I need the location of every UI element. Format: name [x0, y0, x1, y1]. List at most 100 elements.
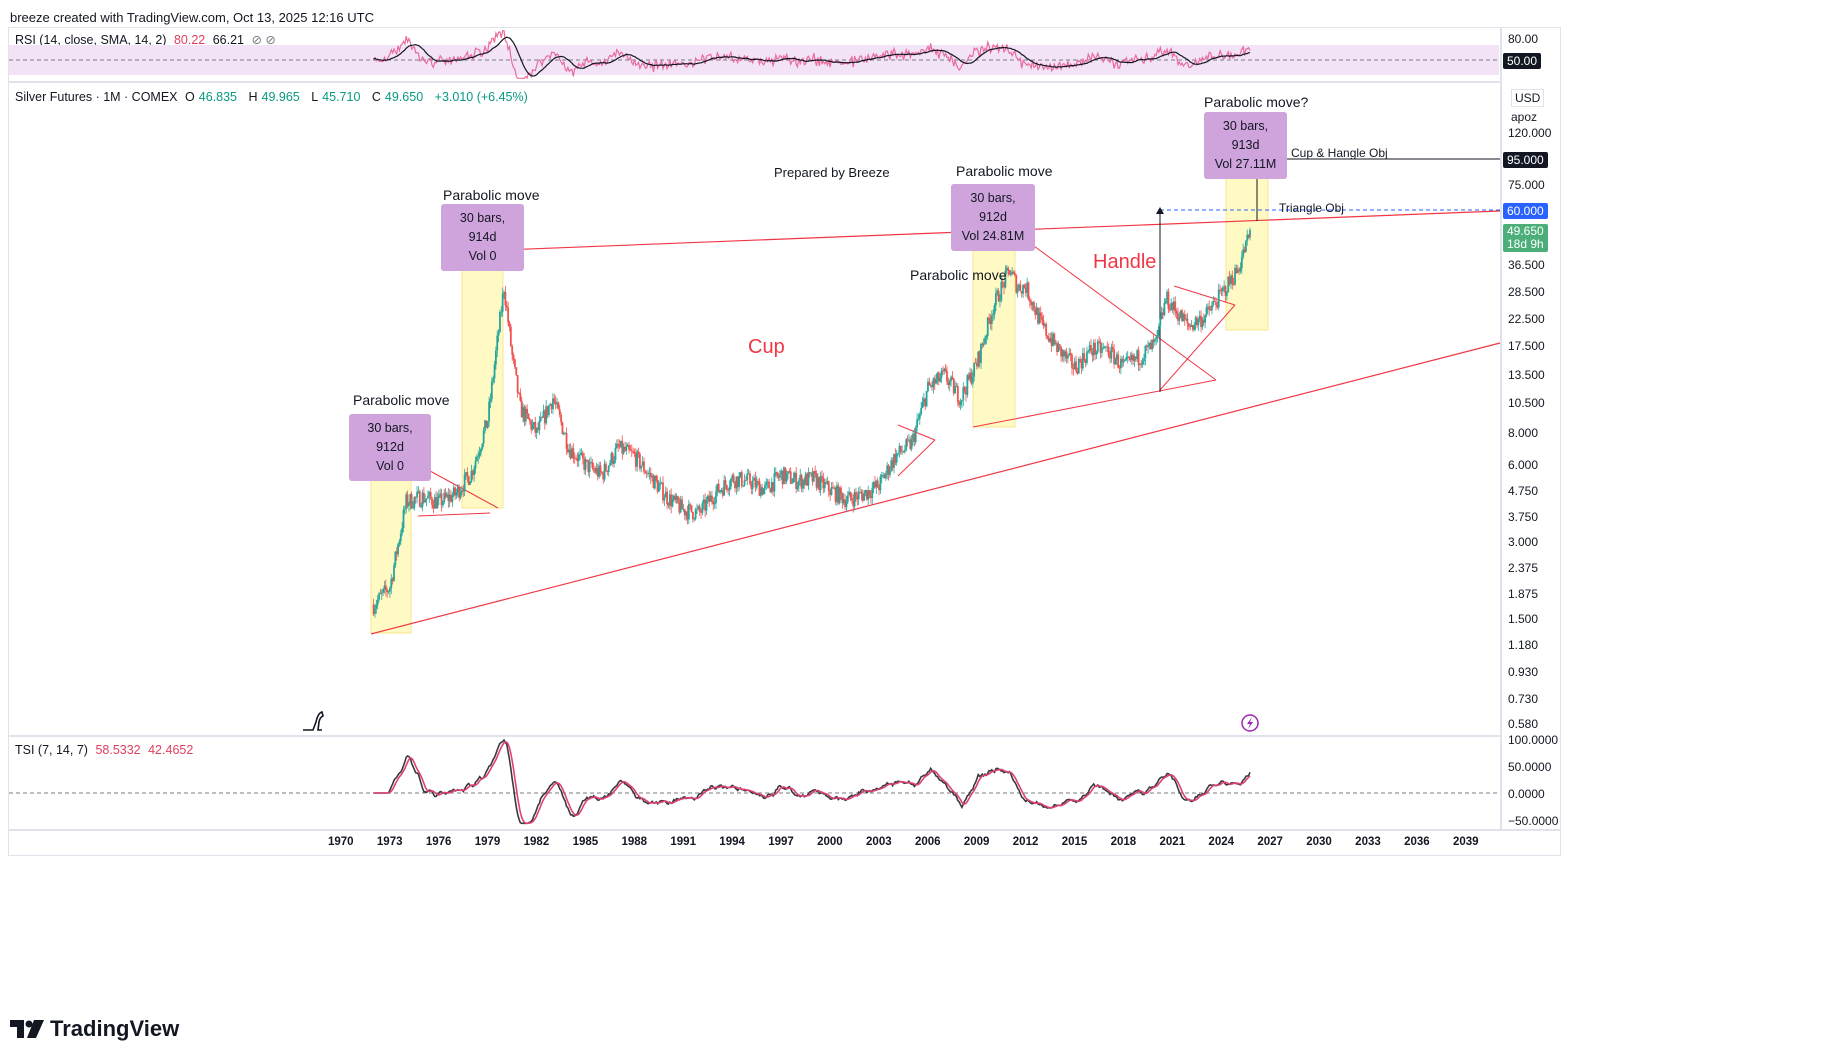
candle-body: [936, 372, 939, 380]
candle-body: [742, 485, 745, 487]
candle-body: [573, 458, 576, 459]
candle-body: [538, 420, 541, 431]
candle-body: [442, 501, 444, 506]
candle-body: [427, 496, 429, 499]
candle-body: [1031, 302, 1034, 306]
candle-body: [678, 502, 681, 513]
candle-body: [1193, 325, 1196, 330]
candle-body: [806, 473, 808, 486]
candle-body: [848, 491, 851, 496]
candle-body: [378, 593, 380, 600]
candle-body: [1109, 356, 1111, 359]
candle-body: [1225, 292, 1228, 296]
rsi-legend[interactable]: RSI (14, close, SMA, 14, 2) 80.22 66.21 …: [15, 32, 280, 47]
candle-body: [950, 376, 952, 382]
candle-body: [448, 494, 451, 501]
candle-body: [893, 454, 895, 468]
tsi-scale-100: 100.0000: [1508, 733, 1559, 747]
candle-body: [664, 491, 667, 498]
candle-body: [643, 461, 645, 472]
candle-body: [584, 459, 587, 470]
parabolic-box-3: [972, 231, 1016, 428]
candle-body: [588, 462, 591, 473]
triangle3-lower: [1159, 304, 1236, 391]
candle-body: [1030, 301, 1033, 306]
candle-body: [639, 453, 641, 469]
candle-body: [910, 439, 913, 449]
candle-body: [709, 495, 712, 502]
candle-body: [576, 458, 579, 461]
candle-body: [799, 474, 802, 481]
candle-body: [1153, 339, 1156, 342]
candle-body: [1099, 342, 1102, 353]
candle-body: [921, 402, 924, 408]
rsi-ma-value: 66.21: [212, 33, 244, 47]
candle-body: [1012, 271, 1015, 274]
candle-body: [693, 518, 696, 520]
candle-body: [405, 494, 408, 509]
candle-body: [686, 511, 689, 520]
candle-body: [1151, 339, 1154, 350]
candle-body: [592, 467, 595, 470]
candle-body: [814, 471, 817, 474]
candle-body: [546, 406, 549, 416]
candle-body: [711, 495, 713, 501]
candle-body: [541, 417, 543, 419]
candle-body: [1053, 333, 1056, 345]
candle-body: [1088, 345, 1091, 351]
candle-body: [556, 402, 558, 405]
candle-body: [1247, 234, 1250, 238]
candle-body: [868, 490, 871, 496]
candle-body: [496, 335, 499, 351]
rsi-ma-line: [373, 36, 1251, 77]
tsi-label: TSI (7, 14, 7): [15, 743, 88, 757]
candle-body: [677, 496, 679, 503]
candle-body: [603, 463, 606, 480]
candle-body: [672, 495, 675, 500]
apoz-label: apoz: [1511, 110, 1538, 124]
candle-body: [489, 398, 492, 402]
currency-label[interactable]: USD: [1511, 89, 1545, 107]
candle-body: [961, 399, 963, 402]
time-axis[interactable]: [8, 829, 1561, 856]
candle-body: [590, 461, 592, 463]
candle-body: [514, 359, 516, 368]
candle-body: [808, 472, 811, 474]
candle-body: [406, 494, 409, 507]
candle-body: [606, 470, 609, 473]
high-label: H 49.965: [248, 90, 300, 104]
candle-body: [467, 476, 470, 485]
candle-body: [1019, 284, 1022, 292]
candle-body: [1208, 306, 1211, 310]
candle-body: [1242, 249, 1245, 257]
candle-body: [384, 585, 387, 590]
main-legend[interactable]: Silver Futures · 1M · COMEX O 46.835 H 49.…: [15, 90, 532, 104]
candle-body: [796, 485, 799, 489]
candle-body: [372, 604, 375, 615]
candle-body: [757, 481, 760, 483]
candle-body: [569, 449, 572, 459]
candle-body: [671, 499, 674, 507]
time-tick: 2027: [1257, 836, 1283, 848]
price-axis[interactable]: [1500, 27, 1561, 831]
price-tick: 0.580: [1508, 717, 1539, 731]
candle-body: [845, 501, 848, 508]
tsi-legend[interactable]: TSI (7, 14, 7) 58.5332 42.4652: [15, 743, 197, 757]
badge-3-l2: Vol 24.81M: [961, 229, 1025, 243]
candle-body: [927, 381, 929, 392]
candle-body: [1016, 288, 1019, 293]
candle-body: [855, 492, 857, 496]
candle-body: [713, 502, 716, 505]
price-tick: 1.500: [1508, 611, 1539, 626]
candle-body: [625, 446, 628, 451]
rsi-hidden-icons[interactable]: ⊘ ⊘: [251, 33, 276, 47]
candle-body: [447, 494, 450, 501]
tradingview-logo[interactable]: TradingView: [10, 1016, 179, 1042]
candle-body: [1043, 323, 1046, 326]
candle-body: [463, 474, 466, 492]
lightning-icon[interactable]: [1241, 714, 1259, 732]
candle-body: [901, 451, 904, 453]
candle-body: [1124, 359, 1126, 362]
candle-body: [497, 332, 500, 336]
